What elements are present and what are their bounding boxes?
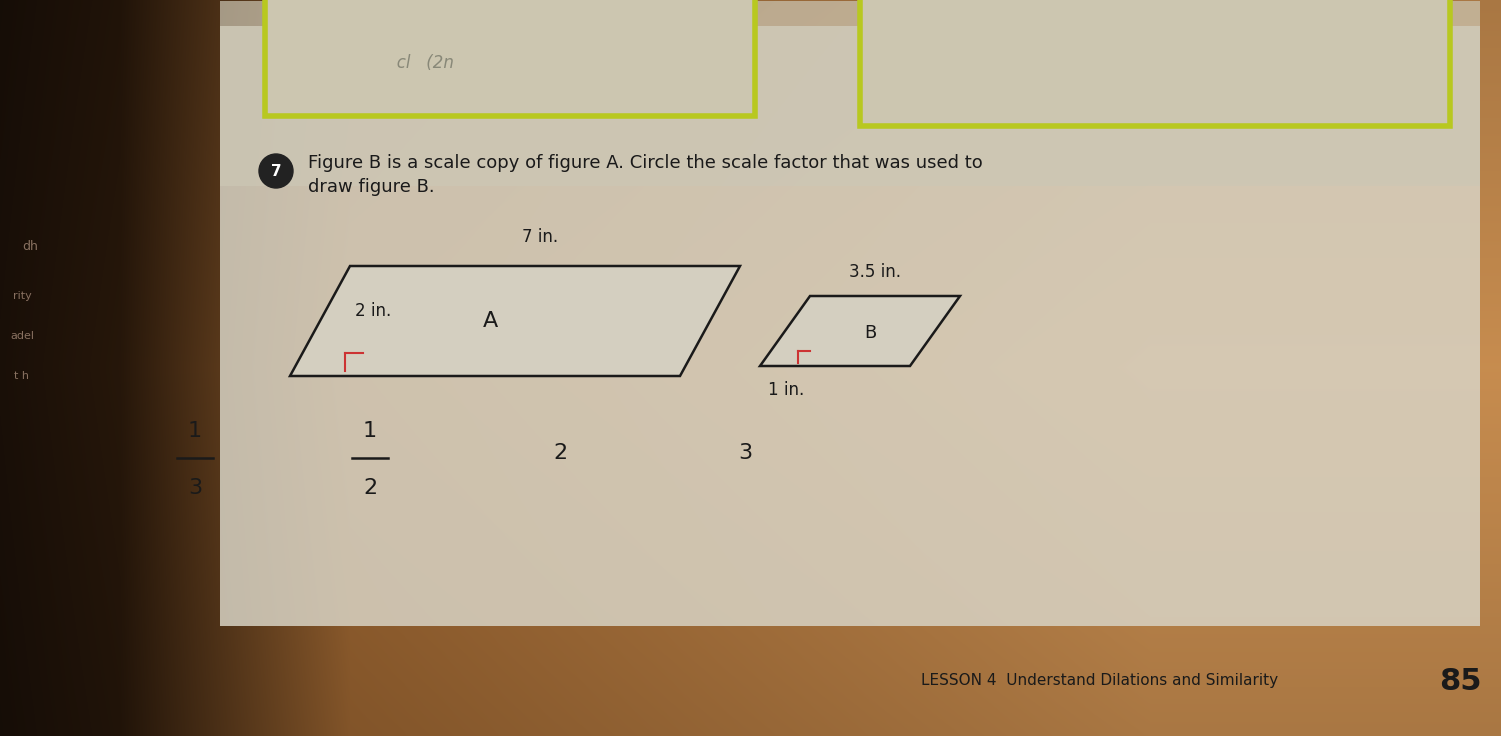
Text: A: A <box>482 311 498 331</box>
FancyBboxPatch shape <box>860 0 1450 126</box>
Text: 1: 1 <box>363 421 377 441</box>
Text: t h: t h <box>15 371 30 381</box>
Text: Figure B is a scale copy of figure A. Circle the scale factor that was used to: Figure B is a scale copy of figure A. Ci… <box>308 154 983 172</box>
Text: 2 in.: 2 in. <box>356 302 392 320</box>
FancyBboxPatch shape <box>266 0 755 116</box>
Text: 1: 1 <box>188 421 203 441</box>
Text: dh: dh <box>23 239 38 252</box>
Text: cl   (2n: cl (2n <box>360 54 453 72</box>
Text: 3: 3 <box>738 443 752 463</box>
FancyBboxPatch shape <box>221 1 1480 186</box>
Text: 7 in.: 7 in. <box>522 228 558 246</box>
Text: 1 in.: 1 in. <box>769 381 805 399</box>
Text: 2: 2 <box>363 478 377 498</box>
Text: 85: 85 <box>1439 667 1481 696</box>
Text: 3: 3 <box>188 478 203 498</box>
Text: 2: 2 <box>552 443 567 463</box>
Polygon shape <box>290 266 740 376</box>
Text: draw figure B.: draw figure B. <box>308 178 435 196</box>
Text: 7: 7 <box>270 165 281 180</box>
Text: 3.5 in.: 3.5 in. <box>850 263 901 281</box>
Text: rity: rity <box>12 291 32 301</box>
Text: B: B <box>865 324 877 342</box>
Text: adel: adel <box>11 331 35 341</box>
Circle shape <box>260 154 293 188</box>
FancyBboxPatch shape <box>221 26 1480 626</box>
Text: LESSON 4  Understand Dilations and Similarity: LESSON 4 Understand Dilations and Simila… <box>922 673 1279 688</box>
Polygon shape <box>760 296 961 366</box>
